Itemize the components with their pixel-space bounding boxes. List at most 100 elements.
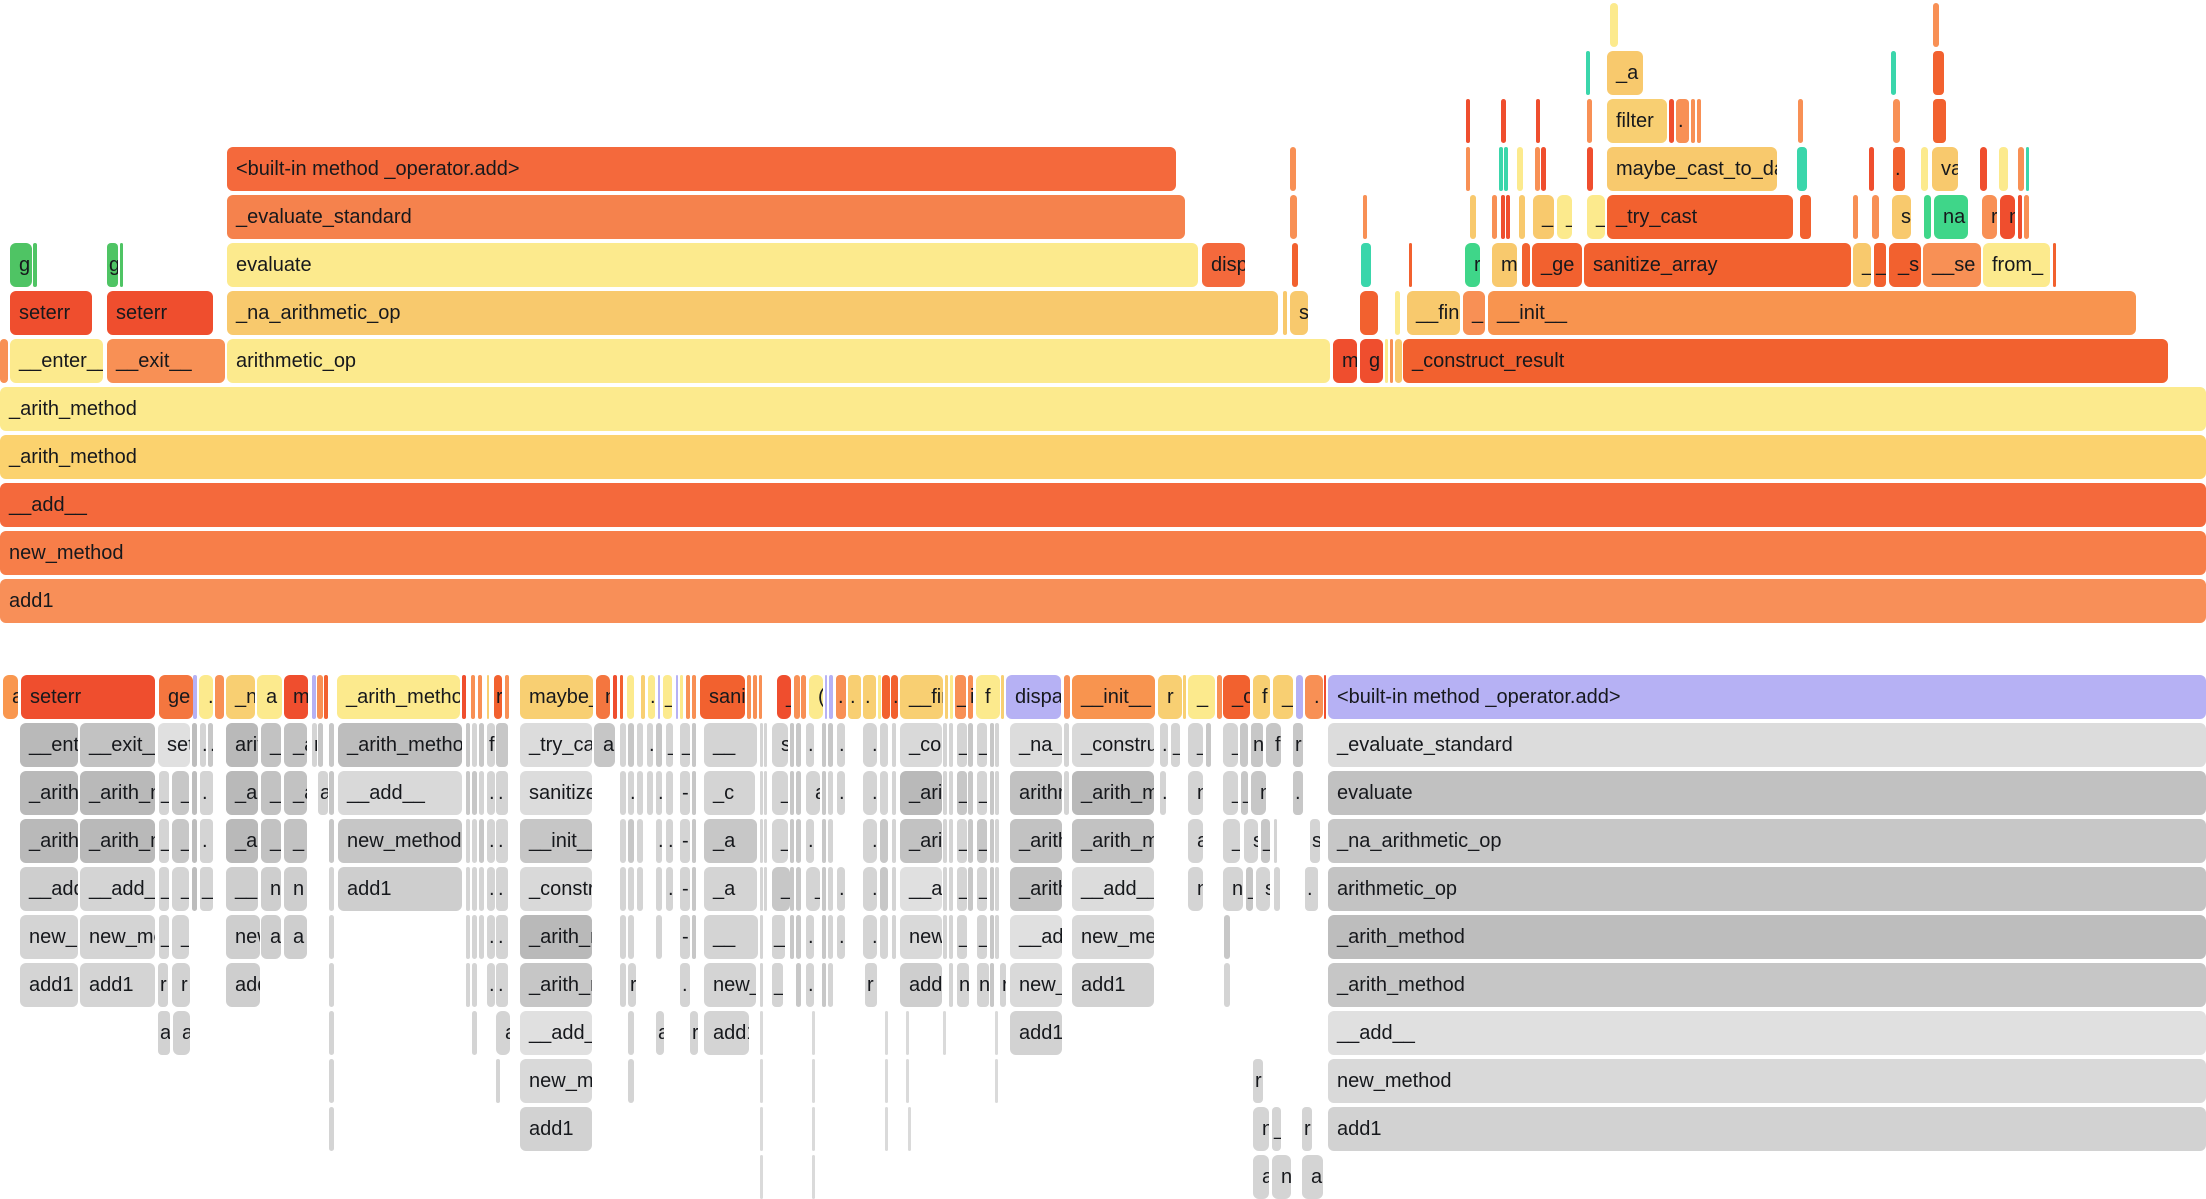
flame-frame[interactable]: r <box>690 1011 698 1055</box>
flame-frame-_a[interactable]: _a <box>284 771 307 815</box>
flame-frame-evaluate[interactable]: evaluate <box>1328 771 2206 815</box>
flame-frame[interactable] <box>1001 675 1004 719</box>
flame-frame-_ge[interactable]: _ge <box>1532 243 1582 287</box>
flame-frame[interactable]: f <box>976 675 1000 719</box>
flame-frame-seterr[interactable]: seterr <box>21 675 155 719</box>
flame-frame[interactable] <box>692 867 696 911</box>
flame-frame[interactable] <box>472 819 477 863</box>
flame-frame-_arith_method[interactable]: _arith_method <box>80 819 155 863</box>
flame-frame[interactable]: . <box>806 723 814 767</box>
flame-frame[interactable]: _ <box>666 723 673 767</box>
flame-frame[interactable]: . <box>200 771 213 815</box>
flame-frame[interactable] <box>995 1011 998 1055</box>
flame-frame[interactable]: . <box>647 723 653 767</box>
flame-frame[interactable]: s <box>1244 819 1258 863</box>
flame-frame[interactable] <box>472 867 477 911</box>
flame-frame-_arith_method[interactable]: _arith_method <box>1010 819 1062 863</box>
flame-frame[interactable] <box>1535 147 1540 191</box>
flame-frame-new_method[interactable]: new_method <box>1010 963 1062 1007</box>
flame-frame-__add__[interactable]: __add__ <box>900 867 942 911</box>
flame-frame[interactable] <box>990 819 994 863</box>
flame-frame[interactable] <box>1240 723 1248 767</box>
flame-frame[interactable] <box>666 771 673 815</box>
flame-frame[interactable] <box>1893 99 1900 143</box>
flame-frame[interactable] <box>1290 195 1297 239</box>
flame-frame[interactable] <box>880 915 888 959</box>
flame-frame[interactable]: . <box>487 915 495 959</box>
flame-frame[interactable] <box>995 819 999 863</box>
flame-frame-arithmetic_op[interactable]: arithmetic_op <box>1010 771 1062 815</box>
flame-frame[interactable] <box>949 915 953 959</box>
flame-frame[interactable] <box>968 819 973 863</box>
flame-frame[interactable]: _ <box>1874 243 1886 287</box>
flame-frame[interactable] <box>620 963 626 1007</box>
flame-frame[interactable] <box>1183 675 1186 719</box>
flame-frame[interactable] <box>1691 99 1695 143</box>
flame-frame-__add__[interactable]: __add__ <box>1010 915 1062 959</box>
flame-frame[interactable]: _ <box>1246 867 1253 911</box>
flame-frame[interactable] <box>329 867 334 911</box>
flame-frame-__[interactable]: __ <box>704 723 757 767</box>
flame-frame[interactable]: . <box>806 963 814 1007</box>
flame-frame-__enter__[interactable]: __enter__ <box>20 723 78 767</box>
flame-frame-add1[interactable]: add1 <box>900 963 942 1007</box>
flame-frame[interactable] <box>317 675 323 719</box>
flame-frame[interactable] <box>478 675 482 719</box>
flame-frame[interactable]: r <box>172 963 190 1007</box>
flame-frame[interactable] <box>1363 195 1367 239</box>
flame-frame[interactable] <box>1283 291 1287 335</box>
flame-frame[interactable]: s <box>1310 819 1320 863</box>
flame-frame[interactable]: _ <box>1272 1107 1281 1151</box>
flame-frame-__add__[interactable]: __add__ <box>0 483 2206 527</box>
flame-frame-selected-operator-add[interactable]: <built-in method _operator.add> <box>1328 675 2206 719</box>
flame-frame-_s[interactable]: _s <box>1889 243 1921 287</box>
flame-frame[interactable]: _ <box>663 675 672 719</box>
flame-frame-_arith_method[interactable]: _arith_method <box>20 819 78 863</box>
flame-frame[interactable] <box>1064 675 1070 719</box>
flame-frame[interactable]: n <box>1272 1155 1291 1199</box>
flame-frame-sanitize_array[interactable]: sanitize_array <box>700 675 745 719</box>
flame-frame[interactable] <box>1390 339 1393 383</box>
flame-frame[interactable] <box>880 723 888 767</box>
flame-frame[interactable]: a <box>1302 1155 1323 1199</box>
flame-frame[interactable]: . <box>891 675 898 719</box>
flame-frame-__add__[interactable]: __add__ <box>1072 867 1154 911</box>
flame-frame[interactable] <box>968 723 973 767</box>
flame-frame[interactable] <box>828 819 833 863</box>
flame-frame[interactable]: . <box>496 819 508 863</box>
flame-frame[interactable] <box>790 867 794 911</box>
flame-frame[interactable]: . <box>863 771 877 815</box>
flame-frame[interactable] <box>656 915 662 959</box>
flame-frame-__add__[interactable]: __add__ <box>20 867 78 911</box>
flame-frame[interactable] <box>192 723 197 767</box>
flame-frame[interactable] <box>908 1107 911 1151</box>
flame-frame[interactable]: _ <box>284 819 307 863</box>
flame-frame[interactable] <box>1980 147 1987 191</box>
flame-frame[interactable]: r <box>312 723 317 767</box>
flame-frame[interactable]: _ <box>977 915 987 959</box>
flame-frame[interactable] <box>1395 339 1402 383</box>
flame-frame[interactable] <box>943 915 947 959</box>
flame-frame[interactable]: . <box>656 819 662 863</box>
flame-frame[interactable]: . <box>863 723 877 767</box>
flame-frame-sanitize_array[interactable]: sanitize_array <box>1584 243 1851 287</box>
flame-frame[interactable] <box>943 771 947 815</box>
flame-frame-new_method[interactable]: new_method <box>1328 1059 2206 1103</box>
flame-frame-_c[interactable]: _c <box>1223 675 1250 719</box>
flame-frame[interactable]: . <box>680 963 690 1007</box>
flame-frame[interactable] <box>329 771 334 815</box>
flame-frame[interactable] <box>968 771 973 815</box>
flame-frame[interactable] <box>1274 819 1277 863</box>
flame-frame[interactable] <box>796 771 801 815</box>
flame-frame[interactable] <box>822 819 826 863</box>
flame-frame[interactable]: . <box>496 867 508 911</box>
flame-frame[interactable] <box>995 915 999 959</box>
flame-frame-fi[interactable]: fi <box>1266 723 1281 767</box>
flame-frame[interactable]: _ <box>772 963 783 1007</box>
flame-frame-_a[interactable]: _a <box>1223 771 1238 815</box>
flame-frame-__se[interactable]: __se <box>1923 243 1981 287</box>
flame-frame[interactable] <box>1541 147 1546 191</box>
flame-frame[interactable]: - <box>680 819 690 863</box>
flame-frame-sanitize_array[interactable]: sanitize_array <box>520 771 592 815</box>
flame-frame[interactable] <box>2053 243 2056 287</box>
